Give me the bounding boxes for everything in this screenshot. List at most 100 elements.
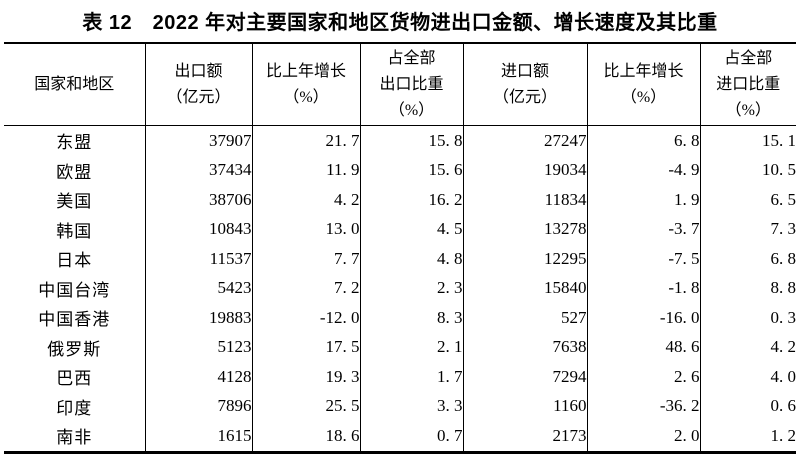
- cell-export_share: 3. 3: [359, 391, 463, 421]
- table-row: 中国香港 19883 -12. 0 8. 3 527 -16. 0 0. 3: [4, 303, 796, 333]
- column-header-line: 占全部: [724, 49, 773, 67]
- cell-export_share: 8. 3: [359, 303, 463, 333]
- table-row: 印度 7896 25. 5 3. 3 1160 -36. 2 0. 6: [4, 391, 796, 421]
- cell-export_value: 5423: [144, 273, 252, 303]
- cell-export_growth: -12. 0: [251, 303, 360, 333]
- cell-export_growth: 13. 0: [251, 214, 360, 244]
- column-header-line: （亿元）: [166, 88, 231, 106]
- cell-export_value: 5123: [144, 332, 252, 362]
- cell-region: 韩国: [56, 221, 93, 241]
- table-row: 东盟 37907 21. 7 15. 8 27247 6. 8 15. 1: [4, 125, 796, 156]
- cell-export_value: 11537: [144, 244, 252, 274]
- cell-region: 巴西: [56, 369, 93, 389]
- table-row: 俄罗斯 5123 17. 5 2. 1 7638 48. 6 4. 2: [4, 332, 796, 362]
- cell-region: 日本: [56, 251, 93, 271]
- header-row: 国家和地区 出口额 （亿元） 比上年增长 （%） 占全部出口比重 （%） 进口额 （亿元） 比上年…: [4, 43, 796, 126]
- cell-export_growth: 19. 3: [251, 362, 360, 392]
- column-header-line: 比上年增长: [603, 62, 684, 80]
- cell-export_growth: 7. 7: [251, 244, 360, 274]
- cell-export_value: 38706: [144, 185, 252, 215]
- cell-export_share: 4. 5: [359, 214, 463, 244]
- cell-import_growth: 6. 8: [586, 125, 700, 156]
- cell-export_growth: 25. 5: [251, 391, 360, 421]
- cell-import_growth: -1. 8: [586, 273, 700, 303]
- cell-region: 美国: [56, 192, 93, 212]
- cell-import_share: 4. 2: [699, 332, 796, 362]
- cell-export_share: 15. 8: [359, 125, 463, 156]
- cell-export_share: 1. 7: [359, 362, 463, 392]
- table-row: 欧盟 37434 11. 9 15. 6 19034 -4. 9 10. 5: [4, 155, 796, 185]
- cell-region: 印度: [56, 398, 93, 418]
- cell-region: 东盟: [56, 133, 93, 153]
- cell-export_growth: 7. 2: [251, 273, 360, 303]
- column-header-import_share: 占全部进口比重 （%）: [699, 43, 796, 126]
- table-body: 东盟 37907 21. 7 15. 8 27247 6. 8 15. 1 欧盟 37434 11…: [4, 125, 796, 452]
- column-header-line: 国家和地区: [34, 75, 115, 93]
- cell-region: 欧盟: [56, 162, 93, 182]
- column-header-line: （亿元）: [492, 88, 557, 106]
- cell-import_share: 15. 1: [699, 125, 796, 156]
- column-header-line: （%）: [620, 88, 667, 106]
- cell-export_share: 15. 6: [359, 155, 463, 185]
- column-header-export_value: 出口额 （亿元）: [144, 43, 252, 126]
- cell-export_value: 37907: [144, 125, 252, 156]
- cell-export_growth: 11. 9: [251, 155, 360, 185]
- trade-table: 国家和地区 出口额 （亿元） 比上年增长 （%） 占全部出口比重 （%） 进口额 （亿元） 比上年…: [4, 42, 796, 454]
- column-header-line: 进口额: [500, 62, 549, 80]
- cell-export_share: 4. 8: [359, 244, 463, 274]
- cell-import_growth: 1. 9: [586, 185, 700, 215]
- cell-export_value: 4128: [144, 362, 252, 392]
- column-header-line: 出口比重: [379, 75, 444, 93]
- table-row: 韩国 10843 13. 0 4. 5 13278 -3. 7 7. 3: [4, 214, 796, 244]
- column-header-export_share: 占全部出口比重 （%）: [359, 43, 463, 126]
- cell-import_value: 11834: [462, 185, 587, 215]
- table-row: 南非 1615 18. 6 0. 7 2173 2. 0 1. 2: [4, 421, 796, 452]
- cell-export_growth: 4. 2: [251, 185, 360, 215]
- cell-export_value: 7896: [144, 391, 252, 421]
- cell-import_value: 19034: [462, 155, 587, 185]
- cell-import_value: 2173: [462, 421, 587, 452]
- column-header-line: （%）: [388, 101, 435, 119]
- column-header-line: 出口额: [174, 62, 223, 80]
- cell-export_growth: 18. 6: [251, 421, 360, 452]
- cell-export_value: 37434: [144, 155, 252, 185]
- cell-import_share: 6. 8: [699, 244, 796, 274]
- cell-region: 俄罗斯: [47, 339, 102, 359]
- column-header-region: 国家和地区: [4, 43, 145, 126]
- cell-import_value: 1160: [462, 391, 587, 421]
- column-header-line: 比上年增长: [265, 62, 346, 80]
- cell-import_value: 7294: [462, 362, 587, 392]
- cell-export_share: 16. 2: [359, 185, 463, 215]
- table-row: 美国 38706 4. 2 16. 2 11834 1. 9 6. 5: [4, 185, 796, 215]
- cell-export_growth: 17. 5: [251, 332, 360, 362]
- cell-import_growth: 2. 0: [586, 421, 700, 452]
- cell-import_value: 13278: [462, 214, 587, 244]
- cell-import_share: 10. 5: [699, 155, 796, 185]
- cell-import_value: 27247: [462, 125, 587, 156]
- cell-import_share: 1. 2: [699, 421, 796, 452]
- cell-export_value: 1615: [144, 421, 252, 452]
- cell-import_growth: 48. 6: [586, 332, 700, 362]
- table-header: 国家和地区 出口额 （亿元） 比上年增长 （%） 占全部出口比重 （%） 进口额 （亿元） 比上年…: [4, 43, 796, 126]
- cell-export_share: 2. 3: [359, 273, 463, 303]
- column-header-line: 进口比重: [716, 75, 781, 93]
- cell-import_growth: -36. 2: [586, 391, 700, 421]
- cell-import_share: 6. 5: [699, 185, 796, 215]
- cell-import_growth: -16. 0: [586, 303, 700, 333]
- cell-import_value: 15840: [462, 273, 587, 303]
- cell-region: 中国香港: [38, 310, 111, 330]
- column-header-line: （%）: [725, 101, 771, 119]
- column-header-import_growth: 比上年增长 （%）: [586, 43, 700, 126]
- column-header-line: 占全部: [387, 49, 436, 67]
- column-header-line: （%）: [283, 88, 329, 106]
- cell-export_value: 19883: [144, 303, 252, 333]
- cell-import_value: 527: [462, 303, 587, 333]
- cell-import_share: 4. 0: [699, 362, 796, 392]
- cell-import_growth: -4. 9: [586, 155, 700, 185]
- cell-export_share: 2. 1: [359, 332, 463, 362]
- cell-region: 南非: [56, 428, 93, 448]
- cell-import_growth: -7. 5: [586, 244, 700, 274]
- cell-import_share: 7. 3: [699, 214, 796, 244]
- cell-import_growth: -3. 7: [586, 214, 700, 244]
